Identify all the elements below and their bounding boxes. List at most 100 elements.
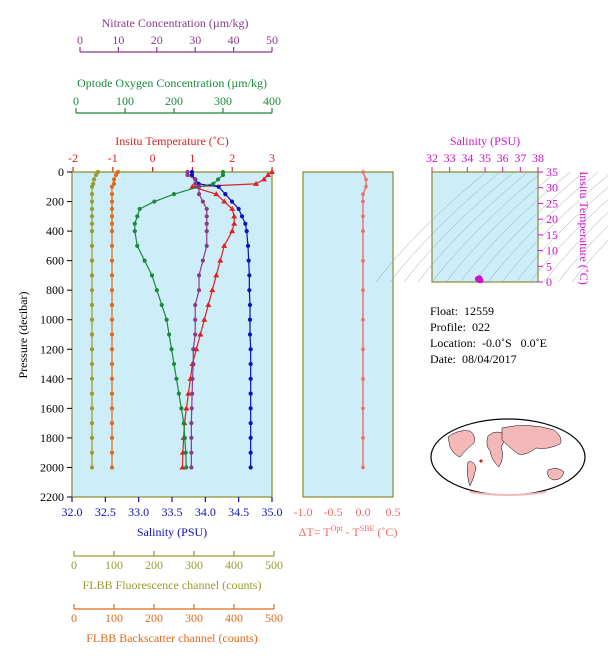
oxygen-axis: Optode Oxygen Concentration (µm/kg) 0 100… xyxy=(73,76,281,114)
ts-isopycnal xyxy=(403,171,515,283)
backscatter-point xyxy=(109,199,115,204)
ts-temperature-tick-label: 30 xyxy=(546,181,558,195)
backscatter-point xyxy=(109,228,115,234)
pressure-tick-label: 2000 xyxy=(40,460,64,474)
ts-isopycnal xyxy=(459,171,571,283)
ts-salinity-label: Salinity (PSU) xyxy=(450,134,520,148)
nitrate-point xyxy=(200,258,205,263)
oxygen-point xyxy=(216,177,221,182)
backscatter-point xyxy=(109,302,115,308)
nitrate-tick-label: 30 xyxy=(189,33,201,47)
fluorescence-point xyxy=(89,273,95,278)
delta-t-point xyxy=(364,184,368,189)
salinity-point xyxy=(248,450,253,455)
temperature-tick-label: 0 xyxy=(150,151,156,165)
salinity-tick-label: 32.5 xyxy=(95,505,116,519)
fluorescence-point xyxy=(89,302,95,308)
ts-temperature-tick-label: 15 xyxy=(546,228,558,242)
pressure-tick-label: 400 xyxy=(46,224,64,238)
nitrate-tick-label: 20 xyxy=(151,33,163,47)
oxygen-tick-label: 200 xyxy=(165,94,183,108)
pressure-tick-label: 600 xyxy=(46,254,64,268)
salinity-point xyxy=(216,184,221,189)
oxygen-point xyxy=(132,228,137,234)
backscatter-point xyxy=(109,347,115,352)
nitrate-point xyxy=(185,172,190,178)
backscatter-point xyxy=(109,184,115,189)
fluorescence-point xyxy=(93,172,99,178)
salinity-point xyxy=(247,302,253,308)
ts-isopycnal xyxy=(571,239,608,283)
oxygen-point xyxy=(152,199,157,204)
temperature-point xyxy=(231,220,238,226)
salinity-point xyxy=(189,169,195,175)
salinity-point xyxy=(248,406,253,411)
temperature-tick-label: 1 xyxy=(189,151,195,165)
pressure-tick-label: 1800 xyxy=(40,431,64,445)
temperature-point xyxy=(229,228,236,234)
backscatter-axis: 0 100 200 300 400 500 FLBB Backscatter channe… xyxy=(71,604,283,645)
fluorescence-point xyxy=(89,391,95,396)
nitrate-point xyxy=(189,450,194,455)
nitrate-point xyxy=(191,347,196,352)
backscatter-point xyxy=(109,406,115,411)
oxygen-point xyxy=(169,347,174,352)
salinity-point xyxy=(243,221,248,226)
oxygen-point xyxy=(154,288,159,293)
salinity-point xyxy=(223,192,228,197)
delta-t-point xyxy=(361,192,365,196)
ts-temperature-label: Insitu Temperature (˚C) xyxy=(577,171,591,285)
fluorescence-point xyxy=(89,288,95,293)
temperature-tick-label: 3 xyxy=(269,151,275,165)
salinity-point xyxy=(229,199,235,204)
fluorescence-point xyxy=(89,184,95,189)
nitrate-point xyxy=(193,332,198,337)
ts-isopycnal xyxy=(529,199,608,283)
backscatter-point xyxy=(109,376,115,381)
nitrate-point xyxy=(189,406,194,411)
nitrate-tick-label: 0 xyxy=(77,33,83,47)
salinity-point xyxy=(247,273,252,278)
oxygen-axis-label: Optode Oxygen Concentration (µm/kg) xyxy=(77,76,267,90)
temperature-point xyxy=(185,390,192,396)
pressure-tick-label: 0 xyxy=(58,165,64,179)
fluorescence-point xyxy=(95,169,101,175)
oxygen-point xyxy=(132,221,137,226)
map-antarctica xyxy=(469,491,547,496)
fluorescence-tick-label: 200 xyxy=(145,558,163,572)
ts-salinity-tick-label: 33 xyxy=(444,151,456,165)
nitrate-point xyxy=(204,228,209,234)
oxygen-tick-label: 100 xyxy=(116,94,134,108)
temperature-axis-label: Insitu Temperature (˚C) xyxy=(115,134,229,148)
temperature-tick-label: 2 xyxy=(229,151,235,165)
pressure-tick-label: 1600 xyxy=(40,401,64,415)
temperature-point xyxy=(269,169,275,174)
salinity-axis: 32.0 32.5 33.0 33.5 34.0 34.5 35.0 xyxy=(62,497,283,519)
backscatter-tick-label: 200 xyxy=(145,611,163,625)
fluorescence-tick-label: 0 xyxy=(71,558,77,572)
oxygen-point xyxy=(167,332,172,337)
backscatter-point xyxy=(109,465,115,470)
salinity-tick-label: 33.0 xyxy=(128,505,149,519)
ts-salinity-tick-label: 38 xyxy=(532,151,544,165)
temperature-tick-label: -2 xyxy=(68,151,78,165)
pressure-tick-label: 1200 xyxy=(40,342,64,356)
fluorescence-point xyxy=(89,221,95,226)
backscatter-point xyxy=(109,221,115,226)
temperature-point xyxy=(209,287,216,293)
backscatter-point xyxy=(109,391,115,396)
pressure-tick-label: 1000 xyxy=(40,313,64,327)
backscatter-point xyxy=(109,332,115,337)
backscatter-tick-label: 400 xyxy=(225,611,243,625)
backscatter-point xyxy=(113,172,119,178)
oxygen-point xyxy=(184,465,189,470)
backscatter-point xyxy=(111,181,117,186)
float-info: Float: 12559 Profile: 022 Location: -0.0… xyxy=(430,303,547,367)
salinity-tick-label: 34.5 xyxy=(228,505,249,519)
temperature-point xyxy=(265,171,272,177)
fluorescence-point xyxy=(89,243,95,248)
backscatter-tick-label: 100 xyxy=(105,611,123,625)
ts-isopycnal xyxy=(417,171,529,283)
backscatter-point xyxy=(109,435,115,441)
nitrate-point xyxy=(193,177,198,182)
